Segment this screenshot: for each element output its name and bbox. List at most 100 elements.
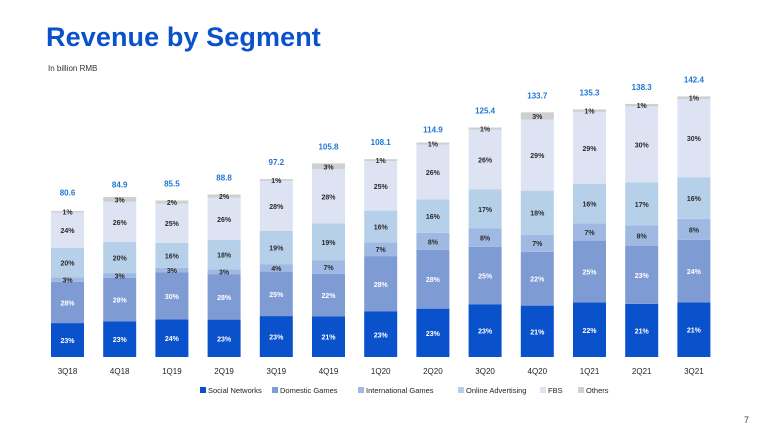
data-label: 1% — [271, 178, 282, 185]
data-label: 25% — [582, 270, 597, 277]
total-label: 84.9 — [112, 181, 128, 190]
data-label: 3% — [115, 273, 126, 280]
data-label: 30% — [165, 294, 180, 301]
data-label: 1% — [376, 158, 387, 165]
legend-swatch — [540, 387, 546, 393]
data-label: 29% — [582, 146, 597, 153]
x-tick-label: 4Q20 — [528, 367, 548, 376]
bar-segment — [312, 169, 345, 224]
bar-segment — [625, 245, 659, 304]
x-tick-label: 3Q20 — [475, 367, 495, 376]
legend-label: Social Networks — [208, 386, 262, 395]
data-label: 26% — [478, 158, 493, 165]
data-label: 1% — [62, 210, 73, 217]
bar-segment — [103, 196, 137, 202]
data-label: 23% — [635, 273, 650, 280]
bar-segment — [364, 159, 398, 162]
data-label: 20% — [113, 256, 128, 263]
data-label: 7% — [584, 230, 595, 237]
bar-segment — [625, 303, 659, 357]
total-label: 97.2 — [269, 158, 285, 167]
data-label: 23% — [60, 338, 75, 345]
data-label: 18% — [530, 211, 545, 218]
legend-label: FBS — [548, 386, 563, 395]
bar-segment — [155, 200, 189, 204]
bar-segment — [207, 269, 241, 275]
bar-segment — [625, 103, 659, 107]
data-label: 24% — [687, 269, 702, 276]
legend-swatch — [578, 387, 584, 393]
data-label: 17% — [635, 202, 650, 209]
data-label: 24% — [60, 228, 75, 235]
legend-swatch — [358, 387, 364, 393]
data-label: 18% — [217, 253, 232, 260]
data-label: 23% — [113, 337, 128, 344]
bar-segment — [573, 223, 606, 241]
data-label: 1% — [428, 142, 439, 149]
x-tick-label: 3Q18 — [58, 367, 78, 376]
bar-segment — [468, 127, 502, 130]
data-label: 25% — [374, 184, 389, 191]
bar-segment — [103, 201, 137, 243]
bar-segment — [468, 246, 502, 305]
bar-segment — [207, 319, 241, 357]
x-tick-label: 3Q21 — [684, 367, 704, 376]
bar-segment — [520, 190, 554, 235]
bar-segment — [625, 182, 659, 226]
bar-segment — [312, 223, 345, 261]
x-tick-label: 4Q19 — [319, 367, 339, 376]
data-label: 7% — [532, 241, 543, 248]
data-label: 25% — [478, 274, 493, 281]
legend-label: Domestic Games — [280, 386, 338, 395]
data-label: 1% — [689, 96, 700, 103]
data-label: 28% — [374, 282, 389, 289]
bar-segment — [573, 240, 606, 303]
x-tick-label: 4Q18 — [110, 367, 130, 376]
data-label: 22% — [582, 328, 597, 335]
data-label: 28% — [321, 194, 336, 201]
bar-segment — [364, 242, 398, 257]
total-label: 135.3 — [579, 88, 600, 97]
data-label: 26% — [426, 170, 441, 177]
bar-segment — [364, 161, 398, 211]
data-label: 23% — [426, 331, 441, 338]
x-tick-label: 3Q19 — [267, 367, 287, 376]
legend-swatch — [272, 387, 278, 393]
bar-segment — [677, 96, 711, 100]
data-label: 28% — [113, 298, 128, 305]
data-label: 16% — [687, 196, 702, 203]
bar-segment — [51, 247, 84, 278]
bar-segment — [312, 260, 345, 274]
data-label: 17% — [478, 207, 493, 214]
bar-segment — [468, 304, 502, 357]
bar-segment — [51, 212, 84, 248]
data-label: 16% — [165, 253, 180, 260]
bar-segment — [677, 302, 711, 357]
bar-segment — [468, 189, 502, 229]
legend-swatch — [458, 387, 464, 393]
data-label: 7% — [323, 265, 334, 272]
data-label: 28% — [426, 277, 441, 284]
x-tick-label: 1Q20 — [371, 367, 391, 376]
total-label: 125.4 — [475, 107, 496, 116]
data-label: 21% — [687, 328, 702, 335]
bar-segment — [364, 256, 398, 312]
data-label: 3% — [219, 270, 230, 277]
bar-segment — [51, 323, 84, 357]
bar-segment — [51, 277, 84, 282]
data-label: 21% — [321, 335, 336, 342]
bar-segment — [520, 305, 554, 357]
bar-segment — [364, 210, 398, 243]
bar-segment — [416, 308, 450, 357]
data-label: 8% — [428, 239, 439, 246]
bar-segment — [520, 112, 554, 120]
data-label: 26% — [113, 220, 128, 227]
data-label: 23% — [374, 332, 389, 339]
bar-segment — [573, 302, 606, 357]
data-label: 30% — [635, 142, 650, 149]
bar-segment — [207, 197, 241, 240]
bar-segment — [155, 272, 189, 320]
bar-segment — [573, 183, 606, 224]
bar-segment — [259, 264, 293, 272]
